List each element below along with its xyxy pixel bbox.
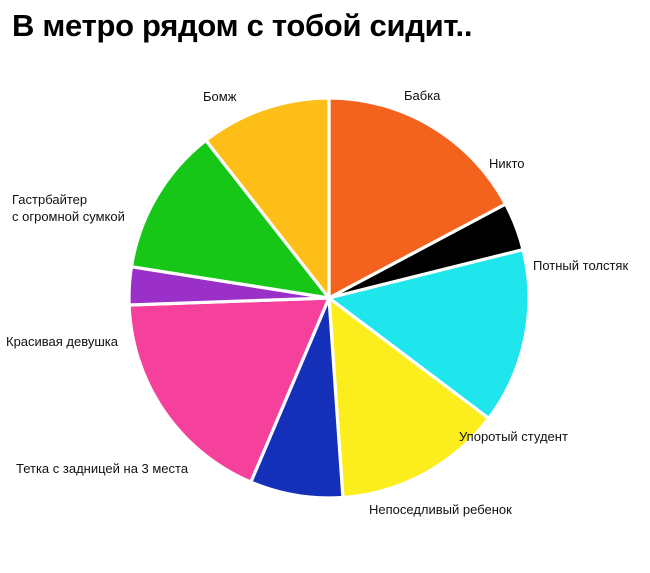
slice-label-gastrbayter: Гастрбайтер с огромной сумкой: [12, 192, 162, 225]
slice-label-neposedlivyy-rebenok: Непоседливый ребенок: [369, 502, 512, 517]
slice-label-bomzh: Бомж: [203, 89, 237, 104]
slice-label-tetka: Тетка с задницей на 3 места: [16, 461, 189, 476]
pie-slice: [327, 296, 491, 500]
slice-label-potny-tolstyak: Потный толстяк: [533, 258, 629, 273]
slice-label-nikto: Никто: [489, 156, 525, 171]
slice-label-uporotyy-student: Упоротый студент: [459, 429, 568, 444]
pie-slice-group: [127, 96, 531, 500]
page-title: В метро рядом с тобой сидит..: [12, 8, 473, 43]
slice-label-krasivaya-devushka: Красивая девушка: [6, 334, 119, 349]
pie-slice: [129, 138, 331, 300]
slice-label-gastrbayter-line2: с огромной сумкой: [12, 208, 125, 224]
slice-label-babka: Бабка: [404, 88, 441, 103]
pie-slice: [327, 96, 508, 300]
pie-slice: [127, 296, 331, 484]
pie-slice: [327, 248, 531, 420]
pie-slice: [204, 96, 331, 300]
slice-label-gastrbayter-line1: Гастрбайтер: [12, 192, 88, 207]
